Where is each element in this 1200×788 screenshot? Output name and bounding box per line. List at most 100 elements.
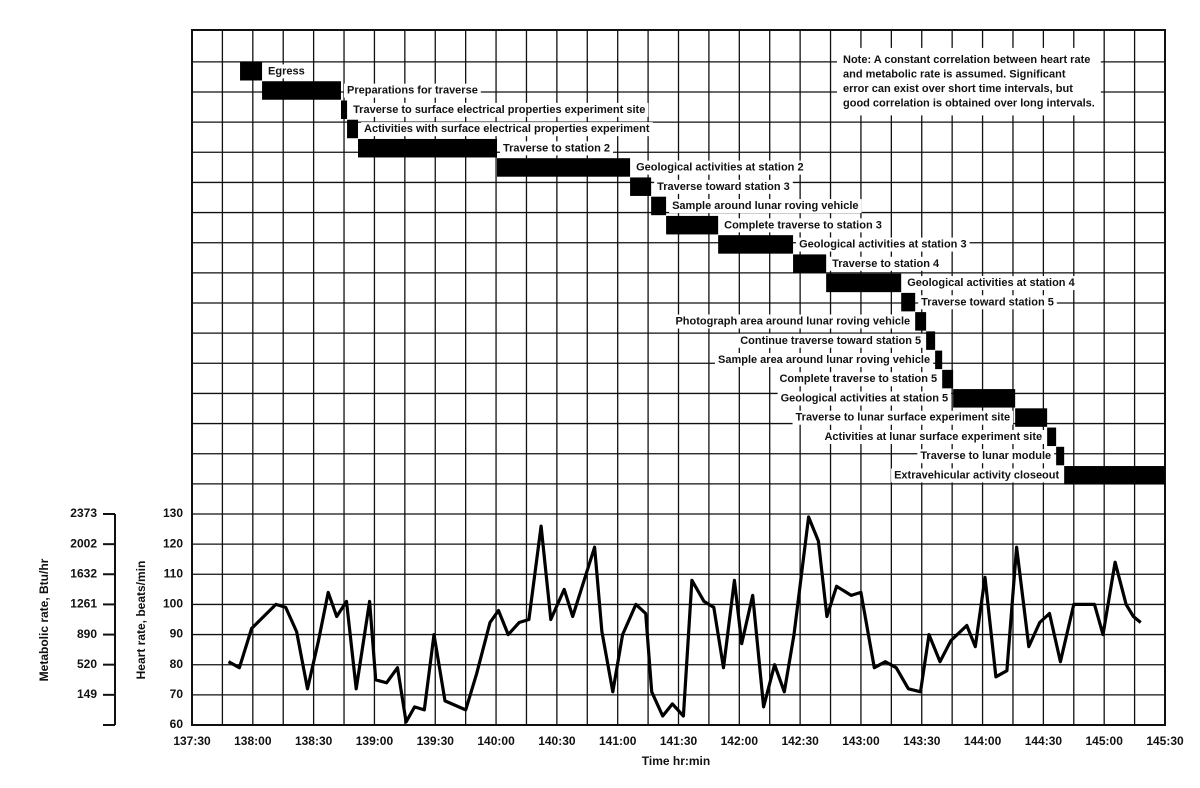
y-tick-label: 100 <box>163 597 183 611</box>
heart-rate-line <box>227 515 1142 724</box>
y2-tick-label: 2002 <box>70 536 97 550</box>
task-label: Traverse to surface electrical propertie… <box>353 104 645 116</box>
task-label-bg <box>918 295 1057 310</box>
task-bar <box>793 254 827 273</box>
task-label: Geological activities at station 3 <box>799 239 967 251</box>
y-tick-label: 70 <box>170 687 184 701</box>
task-label-bg <box>829 256 944 271</box>
task-label: Traverse toward station 5 <box>921 296 1054 308</box>
task-bar <box>630 177 652 196</box>
task-label-bg <box>669 199 862 214</box>
note-line: error can exist over short time interval… <box>843 83 1073 95</box>
task-bar <box>915 312 927 331</box>
x-tick-label: 142:30 <box>781 734 819 748</box>
task-bar <box>347 119 359 139</box>
task-label-bg <box>737 333 925 348</box>
task-label-bg <box>776 372 941 387</box>
x-tick-label: 138:00 <box>234 734 272 748</box>
task-label-bg <box>350 102 649 117</box>
task-bar <box>1015 408 1048 427</box>
y2-tick-label: 2373 <box>70 506 97 520</box>
task-bar <box>935 350 943 370</box>
task-label-bg <box>672 314 914 329</box>
task-label: Continue traverse toward station 5 <box>740 335 921 347</box>
y2-tick-label: 1632 <box>70 566 97 580</box>
task-label: Traverse to station 2 <box>503 142 610 154</box>
task-label-bg <box>654 179 793 194</box>
task-bar <box>1056 446 1065 466</box>
task-label: Photograph area around lunar roving vehi… <box>675 316 910 328</box>
task-label: Preparations for traverse <box>347 85 478 97</box>
x-tick-label: 145:00 <box>1086 734 1124 748</box>
y-tick-label: 120 <box>163 536 183 550</box>
task-label: Geological activities at station 5 <box>781 392 949 404</box>
x-tick-label: 138:30 <box>295 734 333 748</box>
x-tick-label: 137:30 <box>173 734 211 748</box>
task-label-bg <box>500 141 614 156</box>
note-line: and metabolic rate is assumed. Significa… <box>843 68 1066 80</box>
task-bar <box>942 369 954 389</box>
task-label: Traverse to lunar module <box>920 450 1051 462</box>
task-bar <box>262 81 341 100</box>
y-tick-label: 60 <box>170 717 184 731</box>
task-label: Egress <box>268 65 305 77</box>
task-bar <box>718 235 794 254</box>
task-label: Activities with surface electrical prope… <box>364 123 650 135</box>
task-label-bg <box>792 410 1014 425</box>
task-bar <box>953 389 1016 408</box>
task-label: Traverse to lunar surface experiment sit… <box>796 412 1011 424</box>
note-line: good correlation is obtained over long i… <box>843 97 1095 109</box>
x-axis-title: Time hr:min <box>642 754 710 768</box>
task-label-bg <box>714 353 934 368</box>
task-bar <box>1047 427 1057 447</box>
task-label-bg <box>917 449 1055 464</box>
task-label-bg <box>777 391 952 406</box>
plot: Egress Preparations for traverse Traverse … <box>227 47 1165 724</box>
task-bar <box>666 215 719 235</box>
task-label: Traverse toward station 3 <box>657 181 790 193</box>
task-bar <box>926 331 936 350</box>
task-bar <box>651 196 667 216</box>
task-bar <box>358 138 498 158</box>
x-tick-label: 144:30 <box>1025 734 1063 748</box>
task-label-bg <box>891 468 1063 483</box>
task-label-bg <box>821 429 1046 444</box>
y-axis-title: Heart rate, beats/min <box>134 561 148 680</box>
task-bar <box>901 292 916 312</box>
y-tick-label: 130 <box>163 506 183 520</box>
task-bar <box>826 273 902 293</box>
x-tick-label: 139:00 <box>356 734 394 748</box>
task-label-bg <box>633 160 807 175</box>
task-label: Activities at lunar surface experiment s… <box>824 431 1042 443</box>
task-label-bg <box>721 218 885 233</box>
task-label: Extravehicular activity closeout <box>894 469 1059 481</box>
task-label-bg <box>265 64 308 79</box>
x-tick-label: 141:30 <box>660 734 698 748</box>
task-label: Sample around lunar roving vehicle <box>672 200 858 212</box>
x-tick-label: 139:30 <box>417 734 455 748</box>
y2-axis-title: Metabolic rate, Btu/hr <box>37 558 51 681</box>
task-label: Geological activities at station 4 <box>907 277 1075 289</box>
x-tick-label: 143:00 <box>842 734 880 748</box>
y-tick-label: 110 <box>164 566 184 580</box>
task-label: Sample area around lunar roving vehicle <box>718 354 930 366</box>
task-bar <box>497 158 631 177</box>
task-bar <box>240 62 263 81</box>
x-tick-label: 141:00 <box>599 734 637 748</box>
task-bar <box>340 100 348 119</box>
x-tick-label: 143:30 <box>903 734 941 748</box>
task-label-bg <box>796 237 970 252</box>
y2-tick-label: 890 <box>77 627 97 641</box>
x-tick-label: 142:00 <box>721 734 759 748</box>
task-label-bg <box>361 122 653 137</box>
task-label: Complete traverse to station 5 <box>779 373 937 385</box>
task-label: Geological activities at station 2 <box>636 162 804 174</box>
x-tick-label: 140:30 <box>538 734 576 748</box>
task-bar <box>1064 466 1165 485</box>
y2-tick-label: 520 <box>77 657 97 671</box>
y2-tick-label: 149 <box>77 687 97 701</box>
task-label: Complete traverse to station 3 <box>724 219 882 231</box>
task-label-bg <box>343 83 481 98</box>
